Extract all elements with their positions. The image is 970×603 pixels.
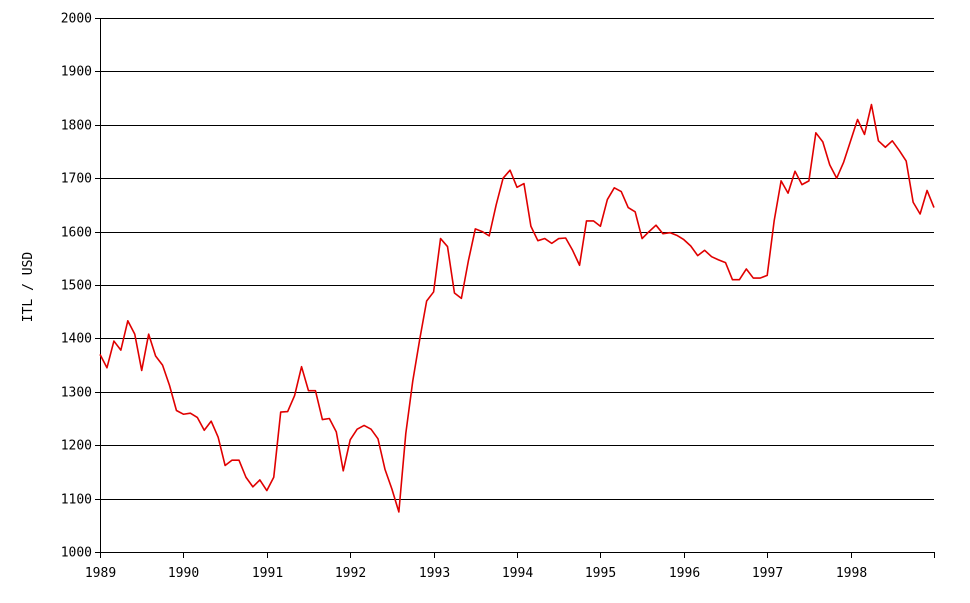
x-tick-label: 1998 <box>836 566 867 581</box>
y-tick-label: 1900 <box>61 65 92 80</box>
y-tick-label: 1800 <box>61 119 92 134</box>
x-tick-label: 1992 <box>335 566 366 581</box>
x-tick-label: 1989 <box>85 566 116 581</box>
y-tick-label: 1100 <box>61 493 92 508</box>
y-tick-label: 1000 <box>61 546 92 561</box>
series-line-0 <box>99 103 935 513</box>
x-tick-label: 1993 <box>419 566 450 581</box>
x-tick-labels: 1989 1990 1991 1992 1993 1994 1995 1996 1997 1998 <box>85 566 867 581</box>
y-tick-label: 1600 <box>61 226 92 241</box>
x-tick-label: 1994 <box>502 566 533 581</box>
series-layer <box>99 103 935 513</box>
y-tick-label: 1700 <box>61 172 92 187</box>
y-tick-labels: 1000 1100 1200 1300 1400 1500 1600 1700 1800 1900… <box>61 12 92 561</box>
x-tick-label: 1995 <box>585 566 616 581</box>
y-tick-label: 1200 <box>61 439 92 454</box>
y-tick-label: 1300 <box>61 386 92 401</box>
y-tick-label: 2000 <box>61 12 92 27</box>
gridlines <box>100 18 934 500</box>
x-tick-label: 1990 <box>168 566 199 581</box>
x-tick-label: 1991 <box>252 566 283 581</box>
x-tick-label: 1997 <box>752 566 783 581</box>
axes <box>95 18 935 558</box>
y-axis-label: ITL / USD <box>21 252 36 323</box>
x-tick-label: 1996 <box>669 566 700 581</box>
y-tick-label: 1500 <box>61 279 92 294</box>
y-tick-label: 1400 <box>61 332 92 347</box>
